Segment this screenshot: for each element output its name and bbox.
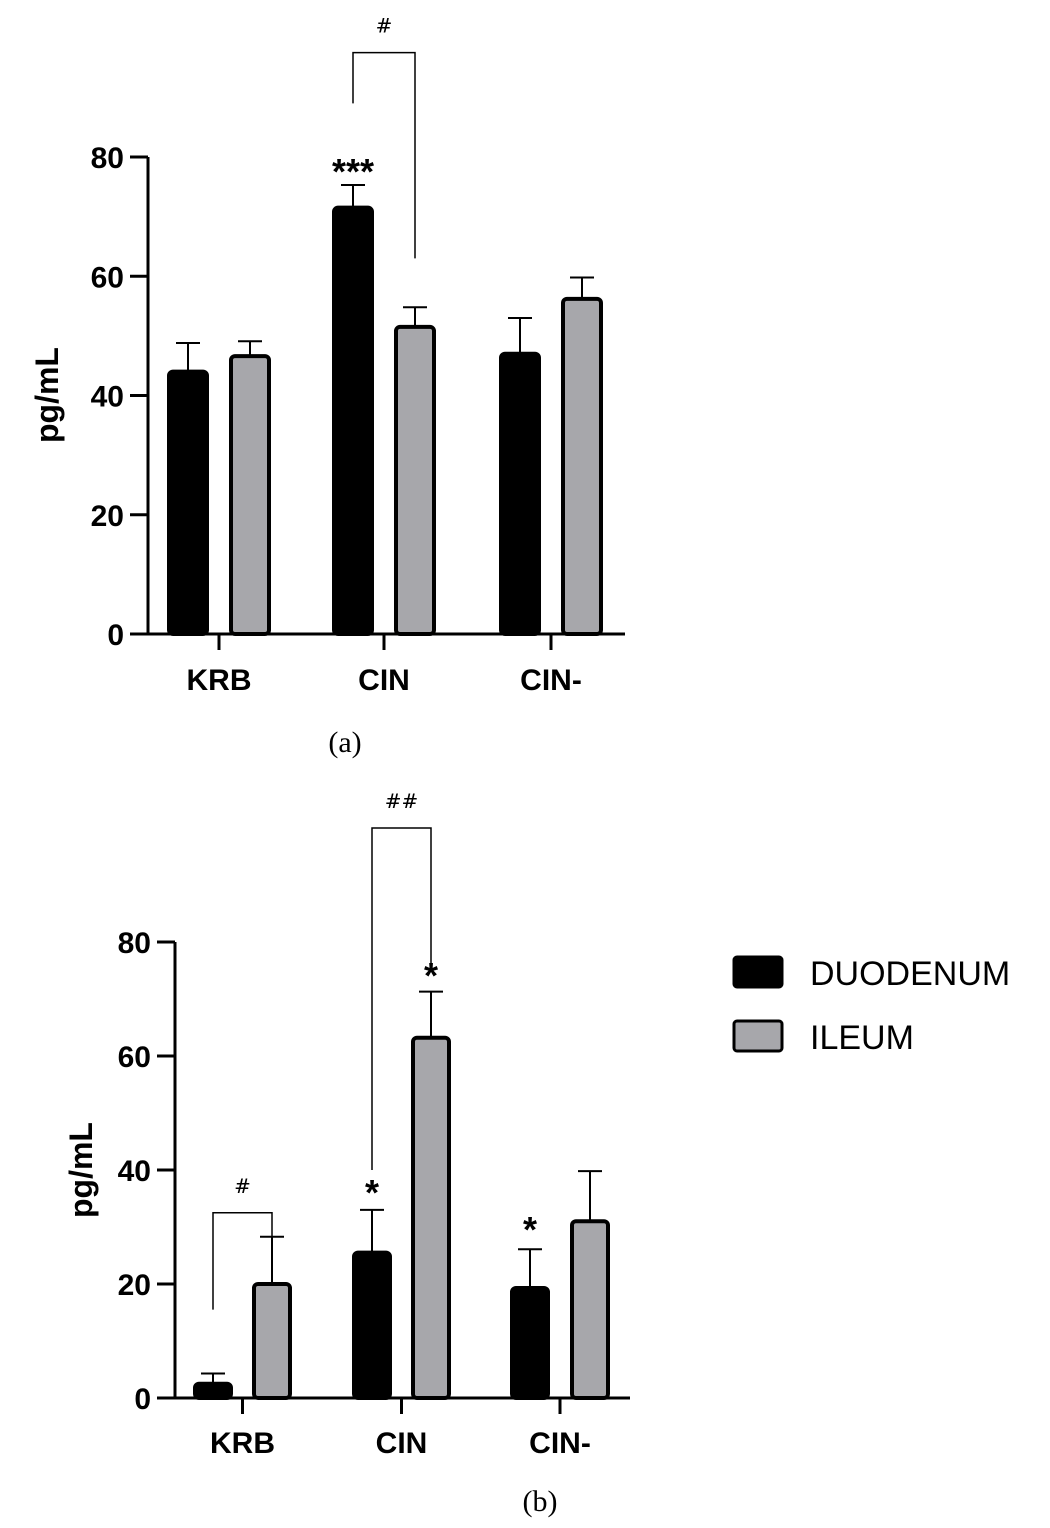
bar-a-1-2: [561, 296, 603, 636]
y-tick-label-b-60: 60: [118, 1041, 151, 1074]
panel-b-label: (b): [523, 1485, 558, 1518]
significance-hash-b-3: #: [234, 1174, 251, 1198]
x-tick-label-a-0: KRB: [187, 664, 252, 697]
y-axis-label-b: pg/mL: [63, 1122, 99, 1218]
y-tick-label-a-20: 20: [91, 500, 124, 533]
legend-label-ileum: ILEUM: [810, 1019, 914, 1057]
bar-b-1-1: [411, 1035, 451, 1400]
y-tick-label-a-40: 40: [91, 381, 124, 414]
x-tick-label-b-0: KRB: [210, 1427, 275, 1460]
x-tick-label-b-1: CIN: [376, 1427, 428, 1460]
bar-a-1-1: [394, 324, 436, 636]
y-tick-label-b-80: 80: [118, 927, 151, 960]
y-tick-label-a-0: 0: [107, 619, 124, 652]
significance-star-b-1: *: [424, 955, 438, 996]
y-tick-label-a-60: 60: [91, 261, 124, 294]
y-axis-label-a: pg/mL: [29, 347, 65, 443]
bar-a-0-2: [499, 351, 541, 636]
x-tick-label-a-2: CIN-: [520, 664, 582, 697]
significance-star-b-0: *: [365, 1172, 379, 1213]
y-tick-label-b-20: 20: [118, 1269, 151, 1302]
bar-b-0-2: [510, 1285, 550, 1400]
bar-b-1-0: [252, 1282, 292, 1400]
x-tick-label-b-2: CIN-: [529, 1427, 591, 1460]
y-tick-label-b-40: 40: [118, 1155, 151, 1188]
bar-b-0-0: [193, 1381, 233, 1400]
bar-a-1-0: [229, 354, 271, 636]
significance-hash-b-4: ##: [385, 789, 419, 813]
significance-bracket-b-3: [212, 1212, 273, 1310]
legend-swatch-duodenum: [732, 955, 784, 989]
y-tick-label-b-0: 0: [134, 1383, 151, 1416]
chart-panel-a: 0 20 40 60 80 pg/mL KRB CIN CIN- *** #: [29, 14, 625, 697]
significance-bracket-b-4: [371, 827, 432, 1170]
significance-star-a-0: ***: [332, 151, 374, 192]
significance-bracket-a-1: [352, 51, 416, 259]
bar-b-0-1: [352, 1250, 392, 1401]
bar-a-0-0: [167, 369, 209, 636]
significance-hash-a-1: #: [376, 14, 393, 38]
bar-b-1-2: [570, 1219, 610, 1401]
y-tick-label-a-80: 80: [91, 142, 124, 175]
x-tick-label-a-1: CIN: [358, 664, 410, 697]
bar-a-0-1: [332, 205, 374, 636]
legend: DUODENUM ILEUM: [732, 955, 1010, 1057]
legend-swatch-ileum: [732, 1019, 784, 1053]
significance-star-b-2: *: [523, 1209, 537, 1250]
legend-label-duodenum: DUODENUM: [810, 955, 1010, 993]
panel-a-label: (a): [328, 726, 361, 759]
